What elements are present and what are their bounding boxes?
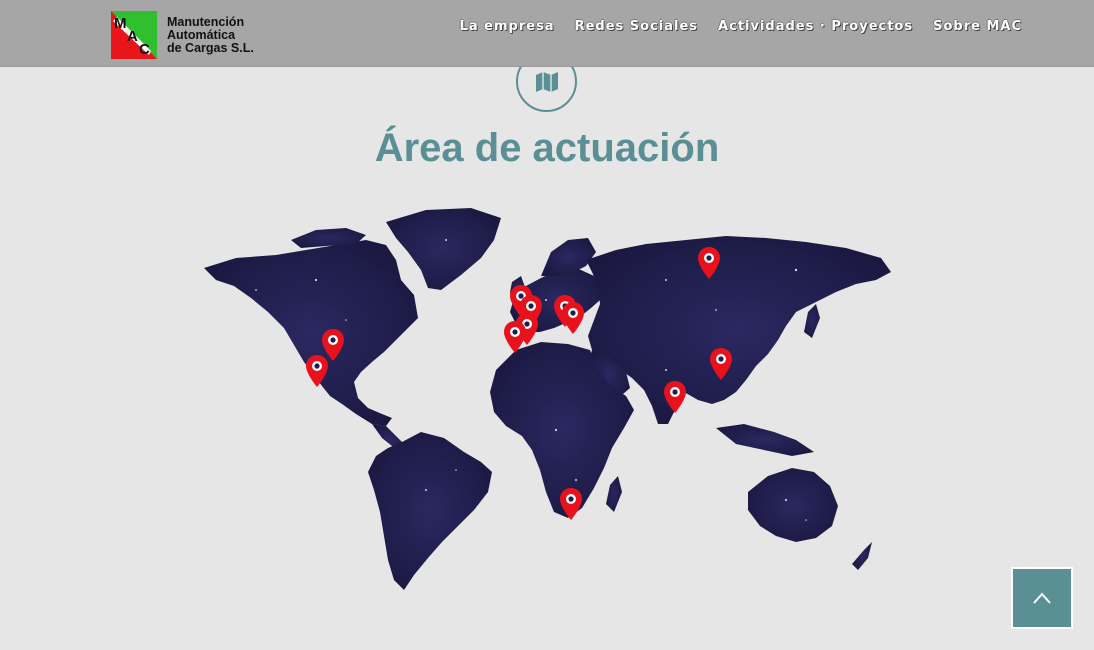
chevron-up-icon — [1033, 592, 1051, 604]
map-icon — [535, 71, 558, 92]
logo-line-3: de Cargas S.L. — [167, 40, 254, 55]
logo-line-1: Manutención — [167, 14, 245, 29]
nav-link-sobre-mac[interactable]: Sobre MAC — [933, 19, 1022, 34]
island-madagascar — [606, 476, 622, 512]
nav-link-redes-sociales[interactable]: Redes Sociales — [574, 19, 699, 34]
scandinavia — [541, 238, 596, 276]
continent-australia — [748, 468, 838, 542]
nav-link-la-empresa[interactable]: La empresa — [459, 19, 555, 34]
southeast-asia-islands — [716, 424, 814, 456]
main-nav: La empresa Redes Sociales Actividades · … — [460, 19, 1022, 34]
world-map — [196, 200, 898, 595]
stars — [255, 239, 807, 521]
continent-south-america — [368, 432, 492, 590]
world-map-svg — [204, 208, 891, 590]
island-new-zealand — [852, 542, 872, 570]
arctic-islands — [291, 228, 366, 248]
logo-letter-c: C — [139, 41, 150, 58]
island-japan — [804, 304, 820, 338]
back-to-top-button[interactable] — [1011, 567, 1073, 629]
logo-text: Manutención Automática de Cargas S.L. — [167, 14, 254, 55]
logo-letter-a: A — [127, 28, 138, 45]
continents — [204, 208, 891, 590]
site-header: M A C Manutención Automática de Cargas S… — [0, 0, 1094, 67]
nav-link-actividades-proyectos[interactable]: Actividades · Proyectos — [718, 19, 914, 34]
logo-line-2: Automática — [167, 27, 236, 42]
site-logo[interactable]: M A C Manutención Automática de Cargas S… — [111, 10, 271, 60]
section-title: Área de actuación — [374, 126, 720, 170]
pin-italy[interactable] — [562, 302, 584, 334]
continent-greenland — [386, 208, 501, 290]
arabian-peninsula — [588, 350, 630, 400]
logo-mark: M A C — [111, 11, 157, 59]
continent-north-america — [204, 240, 418, 426]
continent-asia — [586, 236, 891, 424]
logo-letter-m: M — [114, 15, 127, 32]
continent-africa — [490, 342, 634, 518]
